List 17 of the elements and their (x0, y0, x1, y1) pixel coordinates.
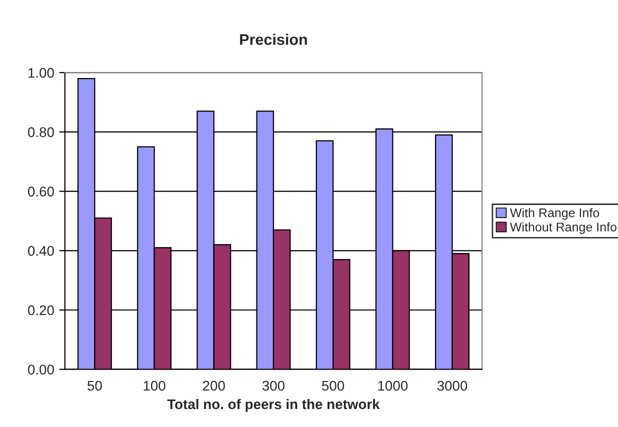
x-tick-label: 3000 (437, 380, 468, 391)
x-tick-label: 100 (144, 380, 166, 391)
y-tick-label: 0.60 (28, 186, 54, 196)
y-tick-label: 0.80 (28, 127, 54, 138)
y-tick-label: 0.40 (28, 246, 54, 256)
legend-label: Without Range Info (510, 222, 616, 234)
x-tick-label: 200 (202, 380, 225, 391)
x-tick-label: 500 (322, 380, 344, 391)
legend-label: With Range Info (510, 208, 600, 220)
y-tick-label: 0.20 (28, 305, 54, 316)
x-tick-label: 300 (262, 380, 285, 391)
x-tick-label: 1000 (378, 380, 408, 391)
chart-title: Precision (240, 34, 307, 45)
x-tick-label: 50 (88, 380, 102, 391)
y-tick-label: 0.00 (28, 364, 54, 375)
y-tick-label: 1.00 (28, 68, 54, 78)
x-axis-title: Total no. of peers in the network (167, 398, 380, 412)
